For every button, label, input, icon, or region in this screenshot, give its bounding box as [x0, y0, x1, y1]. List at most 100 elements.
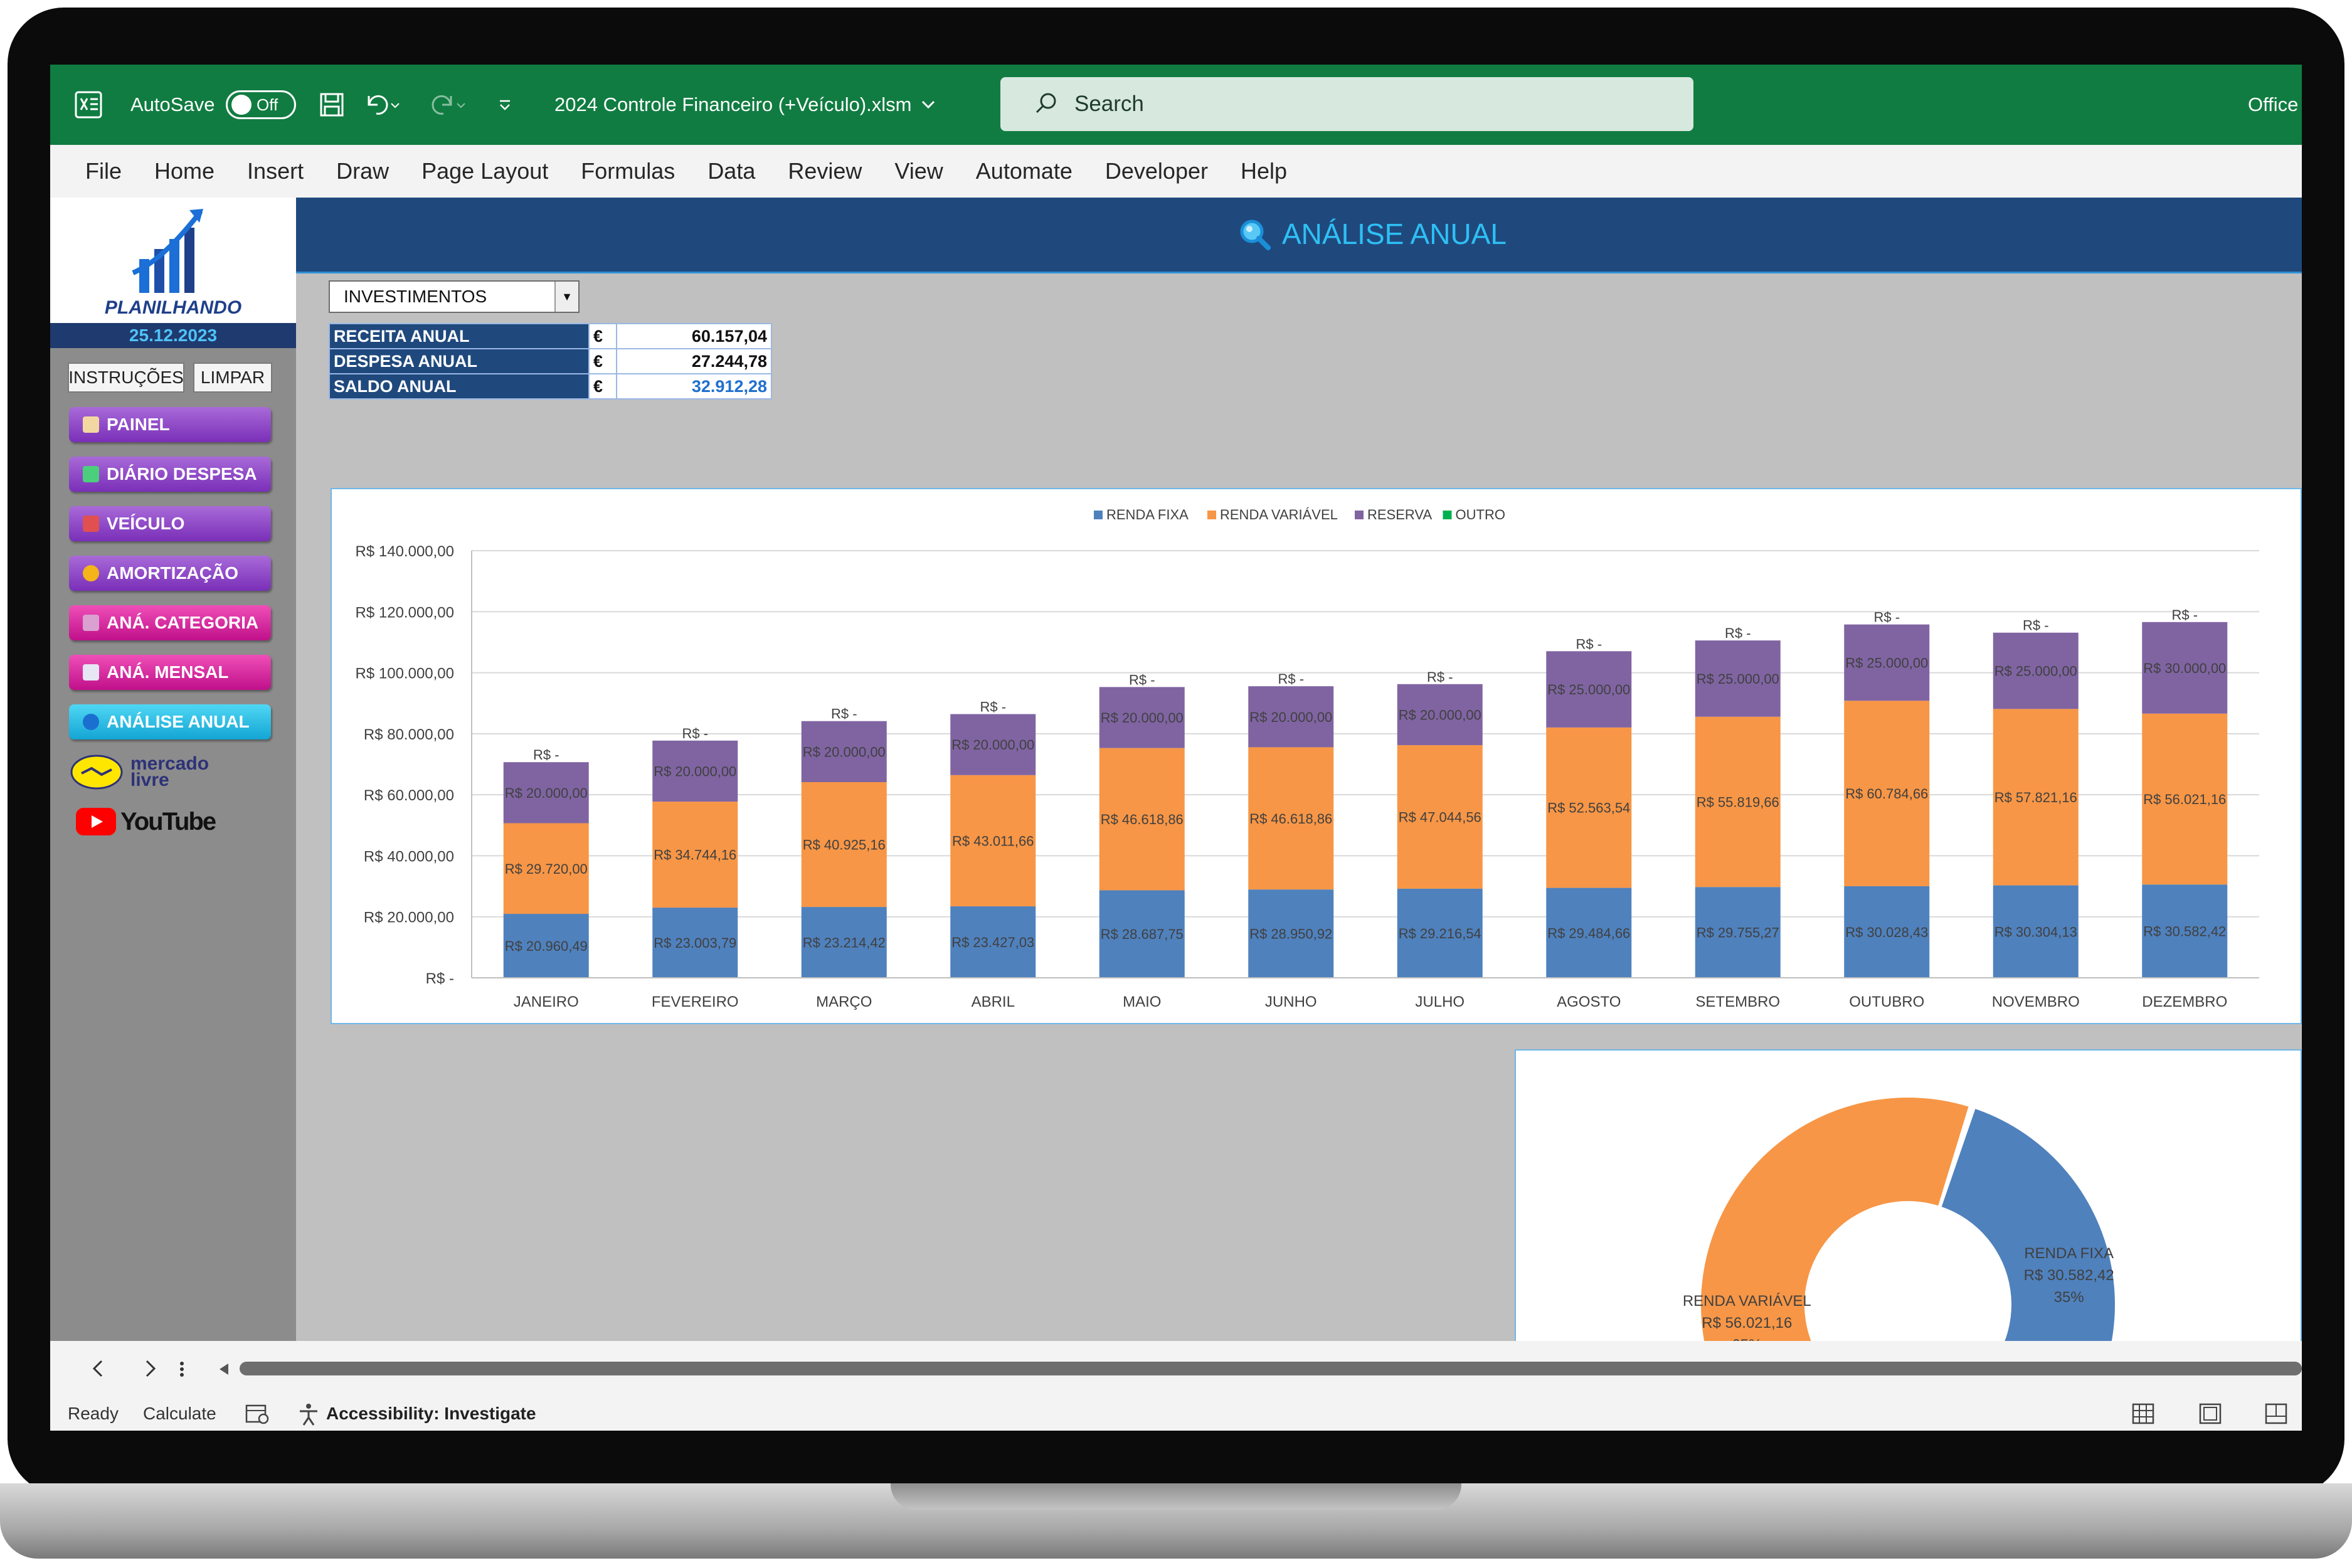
- bar-segment: [950, 906, 1036, 978]
- data-label: R$ 52.563,54: [1547, 800, 1630, 816]
- chevron-right-icon[interactable]: [139, 1355, 161, 1382]
- tab-developer[interactable]: Developer: [1104, 158, 1208, 184]
- tab-help[interactable]: Help: [1240, 158, 1288, 184]
- normal-view-icon[interactable]: [2131, 1402, 2155, 1425]
- donut-label: R$ 30.582,42: [2024, 1267, 2114, 1284]
- file-name[interactable]: 2024 Controle Financeiro (+Veículo).xlsm: [554, 65, 939, 145]
- bar-segment: [652, 802, 738, 908]
- data-label: R$ -: [831, 706, 857, 722]
- more-options-icon[interactable]: [176, 1355, 188, 1382]
- planilhando-logo: PLANILHANDO: [50, 198, 296, 323]
- category-dropdown-value: INVESTIMENTOS: [344, 287, 487, 306]
- handshake-icon: [70, 755, 123, 790]
- tab-formulas[interactable]: Formulas: [581, 158, 675, 184]
- money-icon: [83, 466, 99, 482]
- data-label: R$ 20.000,00: [1101, 710, 1184, 726]
- y-tick-label: R$ 40.000,00: [364, 848, 454, 865]
- nav-painel-button[interactable]: PAINEL: [69, 407, 271, 442]
- data-label: R$ 25.000,00: [1697, 671, 1779, 687]
- tab-automate[interactable]: Automate: [975, 158, 1073, 184]
- data-label: R$ 20.000,00: [951, 737, 1034, 753]
- data-label: R$ 23.214,42: [803, 935, 886, 951]
- bar-segment: [1695, 716, 1781, 887]
- data-label: R$ 20.000,00: [505, 785, 588, 801]
- nav-ana-categoria-button[interactable]: ANÁ. CATEGORIA: [69, 605, 271, 640]
- nav-diario-despesa-label: DIÁRIO DESPESA: [107, 464, 257, 484]
- nav-diario-despesa-button[interactable]: DIÁRIO DESPESA: [69, 457, 271, 492]
- status-calculate[interactable]: Calculate: [143, 1404, 216, 1423]
- bar-segment: [1099, 748, 1185, 891]
- tab-draw[interactable]: Draw: [336, 158, 389, 184]
- data-label: R$ 30.000,00: [2143, 660, 2226, 676]
- limpar-button[interactable]: LIMPAR: [193, 363, 272, 393]
- y-tick-label: R$ -: [426, 970, 454, 987]
- chevron-left-icon[interactable]: [88, 1355, 109, 1382]
- instrucoes-button[interactable]: INSTRUÇÕES: [68, 363, 184, 393]
- nav-ana-mensal-button[interactable]: ANÁ. MENSAL: [69, 655, 271, 690]
- summary-value[interactable]: 27.244,78: [616, 348, 772, 374]
- mercado-livre-link[interactable]: mercado livre: [70, 755, 225, 790]
- worksheet[interactable]: PLANILHANDO 25.12.2023 INSTRUÇÕES LIMPAR…: [50, 198, 2302, 1341]
- page-layout-view-icon[interactable]: [2198, 1402, 2222, 1425]
- tab-page-layout[interactable]: Page Layout: [421, 158, 549, 184]
- tab-home[interactable]: Home: [154, 158, 215, 184]
- tab-data[interactable]: Data: [707, 158, 756, 184]
- nav-veiculo-label: VEÍCULO: [107, 514, 185, 533]
- bar-segment: [2142, 884, 2228, 978]
- x-tick-label: DEZEMBRO: [2142, 993, 2227, 1010]
- horizontal-scrollbar[interactable]: [240, 1362, 2302, 1375]
- excel-logo-icon[interactable]: [74, 65, 103, 145]
- sheet-tabs-bar: [50, 1341, 2302, 1396]
- summary-currency: €: [588, 323, 617, 349]
- dropdown-arrow-icon[interactable]: ▼: [554, 282, 578, 312]
- data-label: R$ -: [980, 699, 1006, 715]
- redo-icon[interactable]: [430, 65, 467, 145]
- bar-segment: [801, 782, 887, 908]
- page-title: ANÁLISE ANUAL: [1237, 216, 1507, 252]
- data-label: R$ 25.000,00: [1994, 664, 2077, 679]
- magnifier-icon: [83, 714, 99, 730]
- summary-value[interactable]: 32.912,28: [616, 373, 772, 400]
- tab-review[interactable]: Review: [788, 158, 862, 184]
- youtube-icon: [76, 808, 116, 835]
- bar-segment: [2142, 622, 2228, 714]
- donut-chart[interactable]: RENDA FIXA R$ 30.582,42 35% RENDA VARIÁVEL R…: [1515, 1049, 2302, 1341]
- data-label: R$ -: [1725, 625, 1751, 641]
- bar-segment: [1844, 701, 1930, 886]
- tab-file[interactable]: File: [85, 158, 122, 184]
- customize-toolbar-icon[interactable]: [497, 65, 513, 145]
- stacked-bar-chart[interactable]: R$ - R$ 20.000,00 R$ 40.000,00 R$ 60.000,00…: [331, 488, 2302, 1024]
- nav-veiculo-button[interactable]: VEÍCULO: [69, 506, 271, 541]
- save-icon[interactable]: [319, 65, 345, 145]
- summary-value[interactable]: 60.157,04: [616, 323, 772, 349]
- ribbon-tabs: File Home Insert Draw Page Layout Formul…: [50, 145, 2302, 198]
- title-bar: AutoSave Off 2024 Controle Financeiro (+…: [50, 65, 2302, 145]
- data-label: R$ 46.618,86: [1101, 812, 1184, 827]
- account-label[interactable]: Office: [2248, 93, 2299, 115]
- data-label: R$ -: [2171, 607, 2198, 623]
- undo-icon[interactable]: [364, 65, 401, 145]
- category-dropdown[interactable]: INVESTIMENTOS ▼: [329, 280, 580, 313]
- nav-amortizacao-button[interactable]: AMORTIZAÇÃO: [69, 556, 271, 591]
- data-label: R$ 56.021,16: [2143, 792, 2226, 807]
- nav-analise-anual-button[interactable]: ANÁLISE ANUAL: [69, 704, 271, 739]
- x-tick-label: MARÇO: [816, 993, 872, 1010]
- page-break-view-icon[interactable]: [2264, 1402, 2288, 1425]
- macro-recorder-icon[interactable]: [245, 1404, 270, 1425]
- autosave-toggle[interactable]: Off: [226, 65, 296, 145]
- y-tick-label: R$ 20.000,00: [364, 909, 454, 926]
- scroll-left-icon[interactable]: [215, 1360, 233, 1379]
- nav-analise-anual-label: ANÁLISE ANUAL: [107, 712, 250, 731]
- tab-view[interactable]: View: [894, 158, 943, 184]
- youtube-link[interactable]: YouTube: [75, 807, 216, 836]
- status-bar: Ready Calculate Accessibility: Investiga…: [50, 1396, 2302, 1431]
- tab-insert[interactable]: Insert: [247, 158, 304, 184]
- data-label: R$ 29.216,54: [1399, 926, 1481, 941]
- chevron-down-icon: [922, 100, 935, 109]
- donut-label: RENDA VARIÁVEL: [1683, 1293, 1811, 1310]
- summary-currency: €: [588, 373, 617, 400]
- table-row: SALDO ANUAL € 32.912,28: [329, 373, 772, 400]
- status-accessibility[interactable]: Accessibility: Investigate: [326, 1404, 536, 1423]
- search-box[interactable]: Search: [1000, 77, 1693, 131]
- page-title-text: ANÁLISE ANUAL: [1282, 218, 1507, 250]
